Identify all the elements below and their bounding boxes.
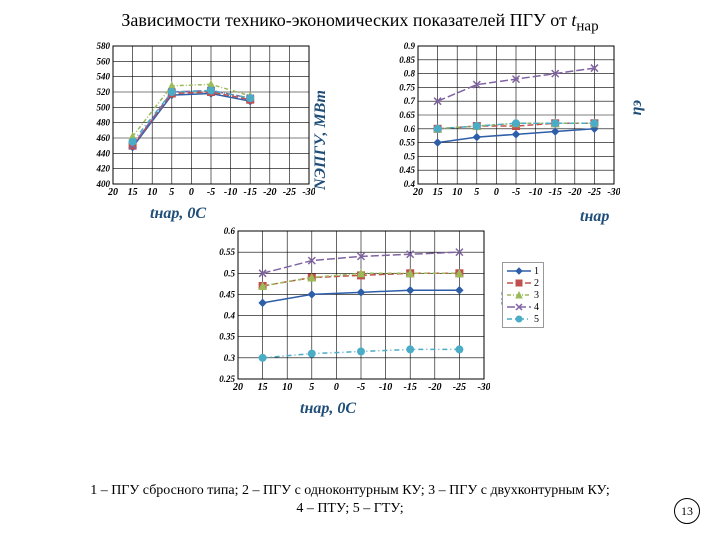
svg-text:15: 15	[433, 187, 443, 198]
legend-item-3: 3	[507, 289, 539, 301]
svg-text:0.5: 0.5	[404, 151, 416, 161]
svg-text:500: 500	[97, 102, 111, 112]
svg-text:15: 15	[258, 382, 268, 393]
title-sub: нар	[576, 19, 598, 35]
svg-text:0: 0	[494, 187, 499, 198]
chart-eff1: 20151050-5-10-15-20-25-300.40.450.50.550…	[380, 40, 620, 200]
svg-text:460: 460	[96, 133, 111, 143]
svg-text:580: 580	[97, 41, 111, 51]
page-title: Зависимости технико-экономических показа…	[0, 10, 720, 36]
svg-text:5: 5	[169, 187, 174, 198]
legend-item-2: 2	[507, 277, 539, 289]
legend-label-5: 5	[534, 314, 539, 325]
svg-text:480: 480	[96, 118, 111, 128]
svg-text:400: 400	[96, 179, 111, 189]
svg-text:440: 440	[96, 148, 111, 158]
svg-text:10: 10	[452, 187, 462, 198]
svg-text:-20: -20	[428, 382, 441, 393]
svg-text:0.75: 0.75	[399, 82, 415, 92]
svg-text:-20: -20	[263, 187, 276, 198]
svg-text:0.8: 0.8	[404, 69, 416, 79]
chart-power-svg: 20151050-5-10-15-20-25-30400420440460480…	[75, 40, 315, 200]
chart-eff2: 20151050-5-10-15-20-25-300.250.30.350.40…	[200, 225, 490, 395]
svg-text:0.5: 0.5	[224, 268, 236, 278]
chart-power: 20151050-5-10-15-20-25-30400420440460480…	[75, 40, 315, 200]
svg-text:540: 540	[97, 72, 111, 82]
svg-text:0.9: 0.9	[404, 41, 416, 51]
svg-text:0.55: 0.55	[399, 138, 415, 148]
legend-label-4: 4	[534, 302, 539, 313]
svg-text:0: 0	[334, 382, 339, 393]
svg-text:0: 0	[189, 187, 194, 198]
svg-text:5: 5	[309, 382, 314, 393]
svg-text:-10: -10	[224, 187, 237, 198]
svg-text:15: 15	[128, 187, 138, 198]
svg-text:520: 520	[97, 87, 111, 97]
legend-item-1: 1	[507, 265, 539, 277]
svg-text:-10: -10	[529, 187, 542, 198]
svg-text:10: 10	[282, 382, 292, 393]
svg-text:-30: -30	[607, 187, 620, 198]
page-number: 13	[674, 498, 700, 524]
svg-text:0.7: 0.7	[404, 96, 416, 106]
chart2-x-label-extra: tнар	[580, 208, 609, 226]
svg-text:0.65: 0.65	[399, 110, 415, 120]
legend-item-5: 5	[507, 313, 539, 325]
svg-text:0.6: 0.6	[404, 124, 416, 134]
legend-label-2: 2	[534, 278, 539, 289]
svg-text:0.3: 0.3	[224, 353, 236, 363]
svg-text:0.4: 0.4	[404, 179, 416, 189]
svg-text:-5: -5	[357, 382, 365, 393]
svg-text:0.25: 0.25	[219, 374, 235, 384]
svg-text:10: 10	[147, 187, 157, 198]
svg-text:-10: -10	[379, 382, 392, 393]
svg-text:0.6: 0.6	[224, 226, 236, 236]
svg-text:-5: -5	[512, 187, 520, 198]
svg-text:-5: -5	[207, 187, 215, 198]
svg-text:-15: -15	[244, 187, 257, 198]
svg-text:0.35: 0.35	[219, 332, 235, 342]
legend-label-3: 3	[534, 290, 539, 301]
caption-line-2: 4 – ПТУ; 5 – ГТУ;	[296, 501, 403, 516]
svg-text:0.85: 0.85	[399, 55, 415, 65]
svg-text:-25: -25	[453, 382, 466, 393]
legend-label-1: 1	[534, 266, 539, 277]
svg-text:-30: -30	[477, 382, 490, 393]
svg-text:-20: -20	[568, 187, 581, 198]
svg-text:560: 560	[97, 56, 111, 66]
svg-text:0.45: 0.45	[399, 165, 415, 175]
svg-text:-15: -15	[404, 382, 417, 393]
svg-text:0.55: 0.55	[219, 247, 235, 257]
svg-text:420: 420	[96, 164, 111, 174]
svg-text:0.4: 0.4	[224, 311, 236, 321]
chart-eff2-svg: 20151050-5-10-15-20-25-300.250.30.350.40…	[200, 225, 490, 395]
caption: 1 – ПГУ сбросного типа; 2 – ПГУ с одноко…	[40, 482, 660, 518]
legend: 1 2 3 4 5	[502, 262, 544, 328]
legend-item-4: 4	[507, 301, 539, 313]
title-text: Зависимости технико-экономических показа…	[121, 10, 571, 30]
page-number-text: 13	[681, 504, 693, 519]
chart-eff1-svg: 20151050-5-10-15-20-25-300.40.450.50.550…	[380, 40, 620, 200]
svg-text:0.45: 0.45	[219, 289, 235, 299]
svg-text:-25: -25	[588, 187, 601, 198]
chart2-y-label: ηэ	[628, 100, 646, 115]
caption-line-1: 1 – ПГУ сбросного типа; 2 – ПГУ с одноко…	[90, 483, 610, 498]
chart3-x-label: tнар, 0С	[300, 400, 356, 418]
svg-text:5: 5	[474, 187, 479, 198]
chart1-y-label: NЭПГУ, МВт	[312, 90, 330, 190]
svg-text:-25: -25	[283, 187, 296, 198]
svg-text:-15: -15	[549, 187, 562, 198]
chart1-x-label: tнар, 0С	[150, 205, 206, 223]
